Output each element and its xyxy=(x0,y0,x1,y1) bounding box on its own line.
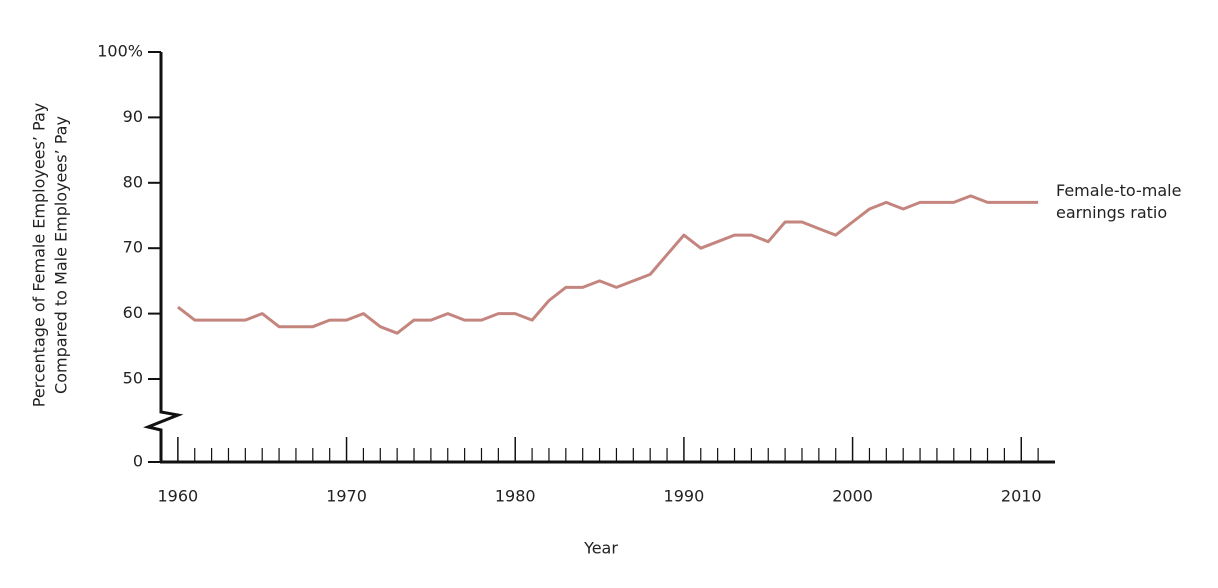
legend-label: Female-to-male earnings ratio xyxy=(1056,181,1182,222)
y-tick-label: 50 xyxy=(123,369,143,388)
x-tick-label: 1980 xyxy=(495,487,536,506)
y-axis-title: Percentage of Female Employees’ Pay xyxy=(30,103,49,408)
x-tick-label: 1970 xyxy=(326,487,367,506)
x-axis-title: Year xyxy=(583,539,618,558)
y-tick-label: 60 xyxy=(123,303,143,322)
x-tick-label: 1960 xyxy=(158,487,199,506)
y-tick-label: 70 xyxy=(123,238,143,257)
y-tick-label: 80 xyxy=(123,172,143,191)
y-axis xyxy=(142,52,184,462)
x-tick-label: 2010 xyxy=(1001,487,1042,506)
data-line xyxy=(176,194,1039,335)
y-axis-title: Compared to Male Employees’ Pay xyxy=(52,116,71,394)
x-tick-label: 1990 xyxy=(664,487,705,506)
x-tick-label: 2000 xyxy=(832,487,873,506)
y-tick-label: 100% xyxy=(97,42,143,61)
y-tick-label: 90 xyxy=(123,107,143,126)
y-tick-label: 0 xyxy=(133,452,143,471)
